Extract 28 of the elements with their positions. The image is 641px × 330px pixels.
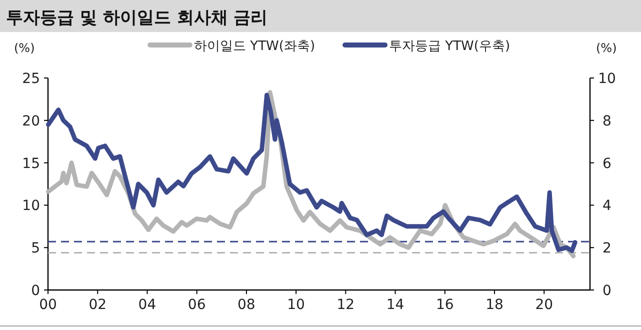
x-tick-label: 08	[238, 297, 256, 313]
y2-tick-label: 0	[602, 283, 612, 299]
y2-tick-label: 4	[602, 198, 612, 214]
y-axis-title: (%)	[14, 41, 35, 55]
x-tick-label: 04	[138, 297, 156, 313]
y2-tick-label: 2	[602, 240, 612, 257]
x-tick-label: 02	[88, 297, 107, 313]
y2-tick-label: 10	[598, 71, 616, 87]
y-tick-label: 0	[31, 283, 40, 299]
x-tick-label: 14	[386, 297, 404, 313]
x-tick-label: 10	[287, 297, 305, 313]
legend-label: 하이일드 YTW(좌축)	[194, 39, 316, 54]
y-tick-label: 15	[22, 156, 40, 172]
x-tick-label: 16	[436, 297, 454, 313]
y-tick-label: 5	[31, 240, 40, 257]
legend-label: 투자등급 YTW(우축)	[389, 39, 510, 54]
y2-axis-title: (%)	[596, 41, 617, 55]
title: 투자등급 및 하이일드 회사채 금리	[6, 8, 268, 28]
y-tick-label: 25	[22, 71, 40, 87]
x-tick-label: 18	[486, 297, 504, 313]
y2-tick-label: 8	[602, 113, 612, 130]
y-tick-label: 10	[22, 198, 40, 214]
x-tick-label: 06	[188, 297, 206, 313]
x-tick-label: 00	[39, 297, 57, 313]
x-tick-label: 20	[535, 297, 554, 313]
y-tick-label: 20	[22, 113, 40, 130]
x-tick-label: 12	[336, 297, 355, 313]
y2-tick-label: 6	[602, 156, 612, 172]
